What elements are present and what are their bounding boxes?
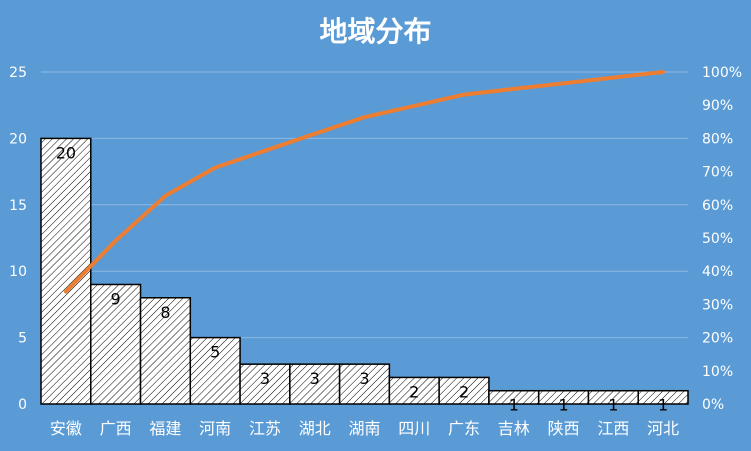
- bar: [239, 363, 291, 405]
- right-tick-label: 70%: [702, 165, 733, 181]
- bar: [289, 363, 341, 405]
- bar: [438, 376, 490, 405]
- data-labels: 20 9 8 5 3 3 3 2 2 1 1 1 1: [56, 143, 669, 414]
- category-label: 福建: [149, 419, 181, 438]
- bar-data-label: 20: [56, 143, 76, 162]
- bar: [338, 363, 391, 405]
- bar-data-label: 8: [160, 303, 170, 322]
- bar: [189, 336, 241, 405]
- right-axis: 0% 10% 20% 30% 40% 50% 60% 70% 80% 90% 100%: [702, 65, 742, 413]
- category-label: 安徽: [50, 419, 82, 438]
- right-tick-label: 20%: [702, 331, 733, 347]
- left-tick-label: 25: [9, 65, 27, 81]
- right-tick-label: 0%: [702, 397, 724, 413]
- bar-data-label: 3: [260, 369, 270, 388]
- left-tick-label: 20: [9, 131, 27, 147]
- left-tick-label: 5: [18, 331, 27, 347]
- category-axis: 安徽 广西 福建 河南 江苏 湖北 湖南 四川 广东 吉林 陕西 江西 河北: [50, 419, 679, 438]
- bar-data-label: 2: [409, 382, 419, 401]
- category-label: 陕西: [548, 419, 580, 438]
- left-tick-label: 15: [9, 198, 27, 214]
- bar-data-label: 3: [359, 369, 369, 388]
- bar: [139, 297, 192, 405]
- right-tick-label: 80%: [702, 131, 733, 147]
- right-tick-label: 50%: [702, 231, 733, 247]
- bar-data-label: 2: [459, 382, 469, 401]
- left-axis: 0 5 10 15 20 25: [9, 65, 27, 413]
- bar-data-label: 1: [558, 396, 568, 415]
- category-label: 吉林: [498, 419, 530, 438]
- right-tick-label: 60%: [702, 198, 733, 214]
- category-label: 广西: [100, 419, 132, 438]
- bar-data-label: 9: [111, 289, 121, 308]
- left-tick-label: 10: [9, 264, 27, 280]
- right-tick-label: 100%: [702, 65, 742, 81]
- bar-data-label: 1: [608, 396, 618, 415]
- category-label: 广东: [448, 419, 480, 438]
- bar-data-label: 1: [658, 396, 668, 415]
- category-label: 湖南: [348, 419, 380, 438]
- category-label: 四川: [398, 419, 430, 438]
- left-tick-label: 0: [18, 397, 27, 413]
- bar: [637, 389, 689, 405]
- bar-data-label: 3: [310, 369, 320, 388]
- bar-data-label: 1: [509, 396, 519, 415]
- bar-series: [40, 137, 689, 405]
- right-tick-label: 90%: [702, 98, 733, 114]
- bar: [90, 283, 142, 405]
- category-label: 河北: [647, 419, 679, 438]
- right-tick-label: 40%: [702, 264, 733, 280]
- right-tick-label: 10%: [702, 364, 733, 380]
- category-label: 河南: [199, 419, 231, 438]
- category-label: 江西: [597, 419, 629, 438]
- chart-title: 地域分布: [319, 15, 432, 48]
- bar: [40, 137, 92, 405]
- category-label: 江苏: [249, 419, 281, 438]
- category-label: 湖北: [299, 419, 331, 438]
- right-tick-label: 30%: [702, 297, 733, 313]
- cumulative-line-series: [63, 70, 666, 294]
- cumulative-percent-line: [63, 70, 666, 294]
- bar-data-label: 5: [210, 343, 220, 362]
